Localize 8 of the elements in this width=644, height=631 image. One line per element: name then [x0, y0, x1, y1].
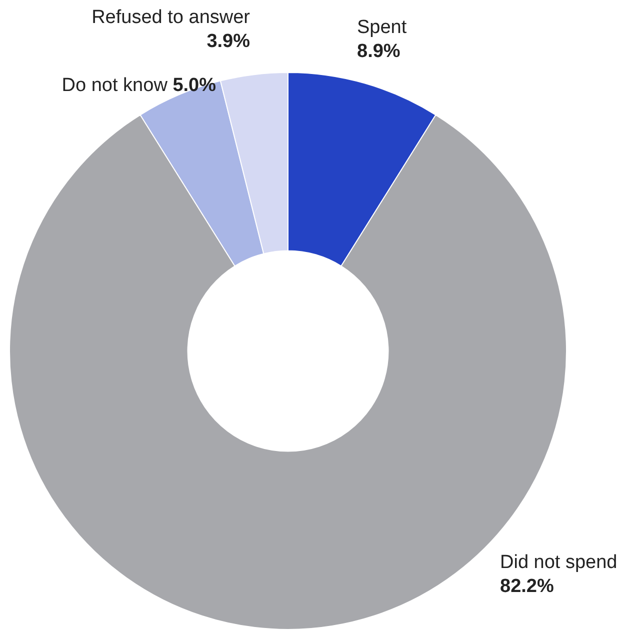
slice-label: Do not know [62, 75, 173, 96]
data-label: 5.0% [172, 75, 216, 96]
slice-label: Did not spend [500, 552, 618, 574]
slice-label: Spent [357, 17, 408, 38]
data-label: 82.2% [500, 576, 554, 598]
data-label: 8.9% [357, 41, 400, 62]
data-label: 3.9% [206, 31, 250, 52]
slice-label: Refused to answer [92, 7, 251, 28]
